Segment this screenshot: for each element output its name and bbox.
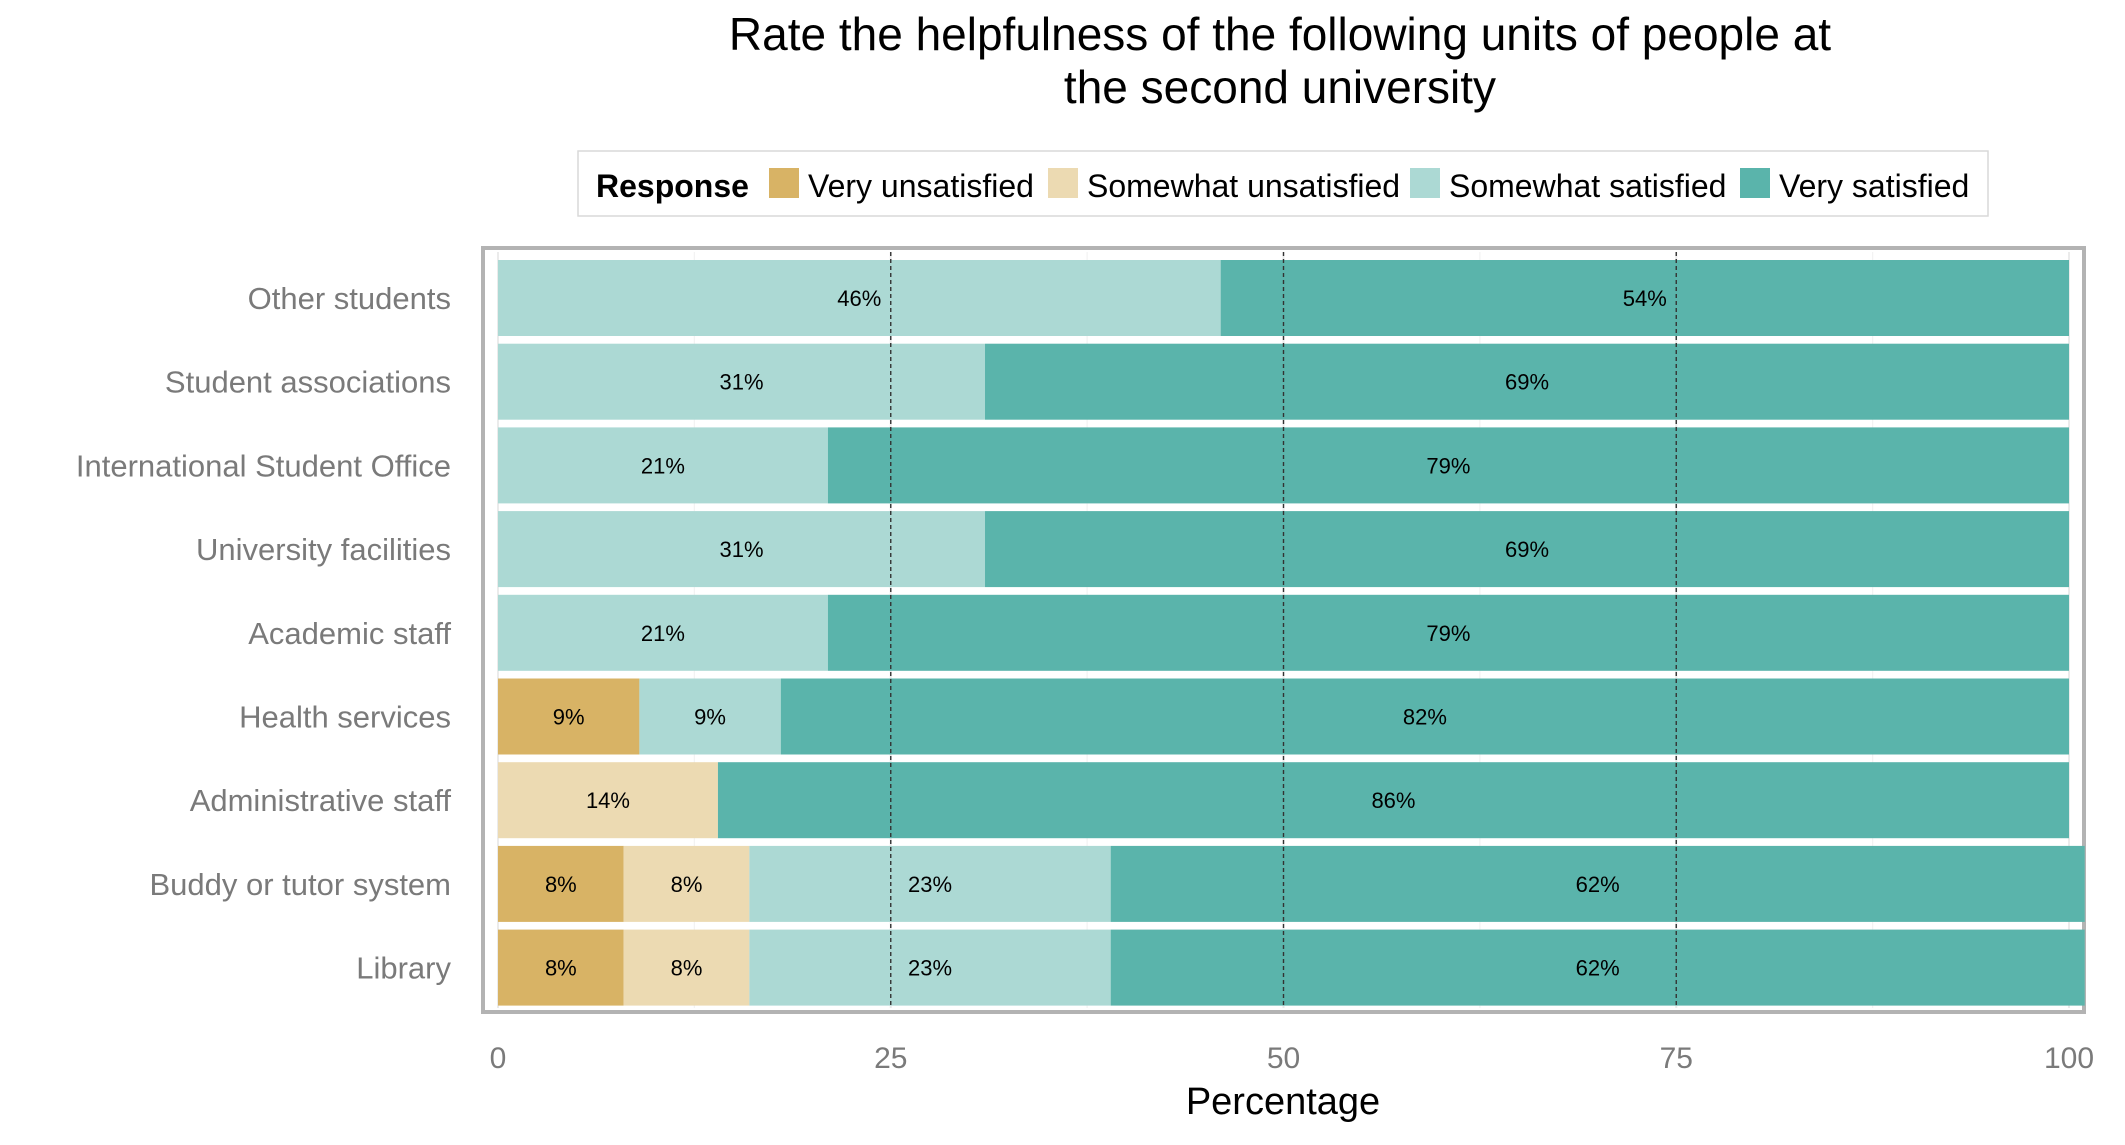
data-label: 86% (1371, 788, 1415, 813)
legend-title: Response (596, 168, 749, 204)
data-labels: 46% 54% 31% 69% 21% 79% 31% 69% 21% 79% 9% 9% 82% 14%… (545, 286, 1667, 981)
data-label: 8% (545, 956, 577, 981)
bar-segment (827, 594, 2070, 671)
bar-segment (498, 511, 986, 588)
legend-label: Somewhat satisfied (1449, 168, 1726, 204)
data-label: 82% (1403, 705, 1447, 730)
y-axis-label: Student associations (165, 365, 451, 400)
legend-label: Somewhat unsatisfied (1087, 168, 1400, 204)
bar-segment (1220, 260, 2069, 336)
y-axis-label: University facilities (196, 532, 451, 567)
y-axis-label: Other students (248, 281, 451, 316)
data-label: 21% (641, 621, 685, 646)
bar-segment (717, 762, 2070, 839)
data-label: 62% (1576, 872, 1620, 897)
bar-segment (623, 845, 750, 922)
x-axis-ticks: 0 25 50 75 100 (490, 1042, 2094, 1075)
x-axis-tick-label: 0 (490, 1042, 507, 1075)
bar-segment (780, 678, 2069, 755)
data-label: 54% (1623, 286, 1667, 311)
bar-segment (749, 845, 1111, 922)
bar-segment (1110, 845, 2085, 922)
data-label: 8% (671, 956, 703, 981)
data-label: 46% (837, 286, 881, 311)
bar-segment (498, 260, 1221, 336)
data-label: 31% (719, 370, 763, 395)
x-axis-tick-label: 75 (1660, 1042, 1693, 1075)
bar-segment (985, 343, 2069, 420)
bar-segment (623, 929, 750, 1006)
x-axis-title: Percentage (1186, 1081, 1380, 1123)
data-label: 69% (1505, 370, 1549, 395)
x-axis-tick-label: 100 (2044, 1042, 2094, 1075)
data-label: 14% (586, 788, 630, 813)
data-label: 21% (641, 453, 685, 478)
bar-segment (985, 511, 2069, 588)
bar-segment (498, 427, 828, 504)
reference-lines (890, 252, 1677, 1008)
bar-segment (498, 594, 828, 671)
y-axis-label: Administrative staff (190, 783, 452, 818)
data-label: 31% (719, 537, 763, 562)
legend-label: Very satisfied (1779, 168, 1969, 204)
bar-segment (498, 762, 718, 839)
data-label: 69% (1505, 537, 1549, 562)
y-axis-label: Buddy or tutor system (149, 867, 451, 902)
legend-swatch (769, 168, 799, 198)
x-axis-tick-label: 50 (1267, 1042, 1300, 1075)
bar-segment (498, 678, 640, 755)
legend-swatch (1740, 168, 1770, 198)
data-label: 79% (1426, 621, 1470, 646)
data-label: 9% (553, 705, 585, 730)
bar-segment (1110, 929, 2085, 1006)
y-axis-label: International Student Office (76, 448, 451, 483)
data-label: 62% (1576, 956, 1620, 981)
bar-segment (498, 845, 624, 922)
bar-segment (498, 343, 986, 420)
data-label: 8% (671, 872, 703, 897)
data-label: 23% (908, 956, 952, 981)
chart-title-line: the second university (1064, 61, 1496, 113)
data-label: 9% (694, 705, 726, 730)
bar-segment (827, 427, 2070, 504)
chart-title: Rate the helpfulness of the following un… (729, 8, 1831, 113)
data-label: 79% (1426, 453, 1470, 478)
legend-swatch (1048, 168, 1078, 198)
legend-swatch (1410, 168, 1440, 198)
y-axis-label: Library (356, 951, 451, 986)
y-axis-label: Academic staff (248, 616, 451, 651)
bars (498, 260, 2085, 1006)
data-label: 8% (545, 872, 577, 897)
chart-title-line: Rate the helpfulness of the following un… (729, 8, 1831, 60)
data-label: 23% (908, 872, 952, 897)
y-axis-label: Health services (239, 700, 451, 735)
x-axis-title-group: Percentage (1186, 1081, 1380, 1123)
bar-segment (639, 678, 781, 755)
legend-label: Very unsatisfied (808, 168, 1034, 204)
legend: Response Very unsatisfied Somewhat unsatis… (577, 150, 1989, 217)
bar-segment (749, 929, 1111, 1006)
bar-segment (498, 929, 624, 1006)
y-axis-labels: Other students Student associations Intern… (76, 281, 452, 986)
x-axis-tick-label: 25 (874, 1042, 907, 1075)
